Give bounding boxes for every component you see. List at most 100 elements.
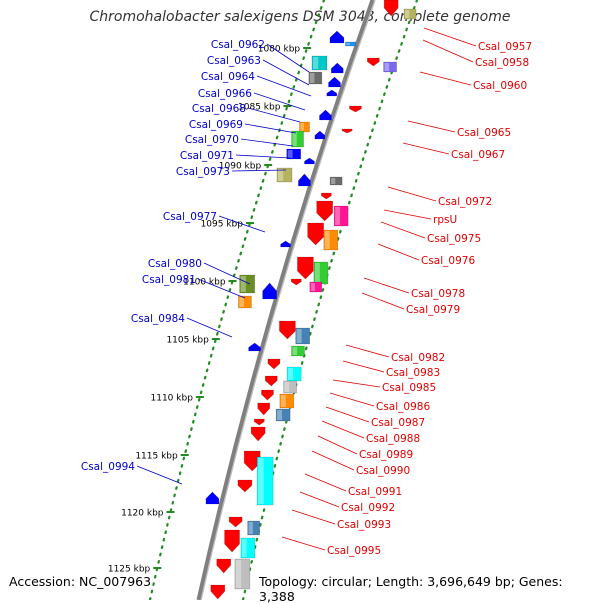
minus-strand-gene[interactable] <box>330 62 344 74</box>
plus-gene-label[interactable]: Csal_0990 <box>356 465 410 477</box>
minus-strand-gene[interactable] <box>291 130 304 148</box>
plus-strand-gene[interactable] <box>323 229 339 251</box>
plus-strand-gene[interactable] <box>216 558 232 574</box>
plus-strand-gene[interactable] <box>243 450 261 472</box>
plus-strand-gene[interactable] <box>333 205 349 227</box>
minus-gene-label[interactable]: Csal_0962 <box>211 39 265 51</box>
plus-gene-label[interactable]: Csal_0978 <box>411 288 465 300</box>
plus-gene-label[interactable]: Csal_0975 <box>427 233 481 245</box>
plus-gene-label[interactable]: Csal_0957 <box>478 41 532 53</box>
plus-gene-label[interactable]: Csal_0985 <box>382 382 436 394</box>
plus-strand-gene[interactable] <box>267 358 281 370</box>
minus-strand-gene[interactable] <box>329 30 345 44</box>
minus-strand-gene[interactable] <box>345 41 356 47</box>
plus-strand-gene[interactable] <box>250 426 266 442</box>
plus-gene-label[interactable]: Csal_0965 <box>457 127 511 139</box>
plus-gene-label[interactable]: Csal_0967 <box>451 149 505 161</box>
plus-strand-gene[interactable] <box>316 200 333 222</box>
minus-strand-gene[interactable] <box>319 109 332 121</box>
plus-strand-gene[interactable] <box>234 558 251 590</box>
minus-strand-gene[interactable] <box>304 157 315 165</box>
plus-strand-gene[interactable] <box>247 520 260 536</box>
plus-gene-label[interactable]: Csal_0986 <box>376 401 430 413</box>
plus-strand-gene[interactable] <box>307 222 324 246</box>
plus-strand-gene[interactable] <box>321 192 332 200</box>
plus-gene-label[interactable]: Csal_0976 <box>421 255 475 267</box>
minus-gene-label[interactable]: Csal_0984 <box>131 313 185 325</box>
plus-strand-gene[interactable] <box>224 529 240 553</box>
plus-gene-label[interactable]: Csal_0972 <box>438 196 492 208</box>
plus-strand-gene[interactable] <box>279 393 295 409</box>
plus-gene-label[interactable]: Csal_0983 <box>386 367 440 379</box>
minus-strand-gene[interactable] <box>328 76 341 88</box>
plus-strand-gene[interactable] <box>210 584 226 600</box>
plus-gene-label[interactable]: Csal_0979 <box>406 304 460 316</box>
plus-strand-gene[interactable] <box>403 8 417 20</box>
plus-strand-gene[interactable] <box>286 366 302 382</box>
minus-strand-gene[interactable] <box>205 491 220 505</box>
plus-gene-label[interactable]: Csal_0993 <box>337 519 391 531</box>
minus-strand-gene[interactable] <box>311 55 328 71</box>
plus-strand-gene[interactable] <box>297 256 314 280</box>
minus-gene-label[interactable]: Csal_0980 <box>148 258 202 270</box>
plus-strand-gene[interactable] <box>291 345 305 357</box>
plus-strand-gene[interactable] <box>309 281 323 293</box>
plus-strand-gene[interactable] <box>228 516 243 528</box>
minus-gene-label[interactable]: Csal_0970 <box>185 134 239 146</box>
minus-gene-label[interactable]: Csal_0969 <box>189 119 243 131</box>
plus-gene-label[interactable]: Csal_0982 <box>391 352 445 364</box>
plus-gene-label[interactable]: Csal_0960 <box>473 80 527 92</box>
minus-gene-label[interactable]: Csal_0971 <box>180 150 234 162</box>
minus-strand-gene[interactable] <box>314 130 326 140</box>
plus-strand-gene[interactable] <box>329 176 343 186</box>
minus-gene-label[interactable]: Csal_0977 <box>163 211 217 223</box>
plus-strand-gene[interactable] <box>240 537 256 559</box>
plus-gene-label[interactable]: rpsU <box>433 214 457 226</box>
minus-gene-label[interactable]: Csal_0994 <box>81 461 135 473</box>
minus-strand-gene[interactable] <box>308 71 323 85</box>
plus-gene-label[interactable]: Csal_0988 <box>366 433 420 445</box>
plus-strand-gene[interactable] <box>341 128 353 134</box>
plus-gene-label[interactable]: Csal_0987 <box>371 417 425 429</box>
plus-strand-gene[interactable] <box>253 418 265 426</box>
plus-strand-gene[interactable] <box>383 0 399 17</box>
minus-gene-label[interactable]: Csal_0964 <box>201 71 255 83</box>
minus-strand-gene[interactable] <box>299 121 310 133</box>
plus-gene-label[interactable]: Csal_0958 <box>475 57 529 69</box>
plus-strand-gene[interactable] <box>275 408 291 422</box>
minus-strand-gene[interactable] <box>280 240 291 248</box>
gene-shading <box>346 43 351 45</box>
minus-strand-gene[interactable] <box>276 167 293 183</box>
minus-gene-label[interactable]: Csal_0966 <box>198 88 252 100</box>
plus-gene-label[interactable]: Csal_0995 <box>327 545 381 557</box>
plus-label-leader <box>317 435 358 455</box>
minus-gene-label[interactable]: Csal_0968 <box>192 103 246 115</box>
minus-strand-gene[interactable] <box>248 342 261 352</box>
plus-strand-gene[interactable] <box>237 479 253 493</box>
plus-strand-gene[interactable] <box>279 320 296 340</box>
plus-gene-label[interactable]: Csal_0991 <box>348 486 402 498</box>
minus-gene-label[interactable]: Csal_0973 <box>176 166 230 178</box>
minus-strand-gene[interactable] <box>238 295 252 309</box>
minus-gene-label[interactable]: Csal_0981 <box>142 274 196 286</box>
plus-strand-gene[interactable] <box>367 57 380 67</box>
plus-strand-gene[interactable] <box>313 261 329 285</box>
plus-strand-gene[interactable] <box>257 402 271 416</box>
plus-strand-gene[interactable] <box>383 61 397 73</box>
plus-strand-gene[interactable] <box>261 389 274 401</box>
plus-strand-gene[interactable] <box>295 327 311 345</box>
plus-gene-label[interactable]: Csal_0989 <box>359 449 413 461</box>
minus-strand-gene[interactable] <box>262 282 277 300</box>
minus-label-leader <box>186 317 233 338</box>
plus-strand-gene[interactable] <box>264 375 278 387</box>
plus-gene-label[interactable]: Csal_0992 <box>341 502 395 514</box>
minus-strand-gene[interactable] <box>286 148 302 160</box>
minus-strand-gene[interactable] <box>298 173 311 187</box>
minus-gene-label[interactable]: Csal_0963 <box>207 55 261 67</box>
plus-strand-gene[interactable] <box>256 456 274 506</box>
plus-strand-gene[interactable] <box>283 380 297 394</box>
plus-strand-gene[interactable] <box>290 278 302 286</box>
minus-strand-gene[interactable] <box>326 89 338 97</box>
plus-strand-gene[interactable] <box>349 105 362 113</box>
minus-strand-gene[interactable] <box>239 274 255 294</box>
